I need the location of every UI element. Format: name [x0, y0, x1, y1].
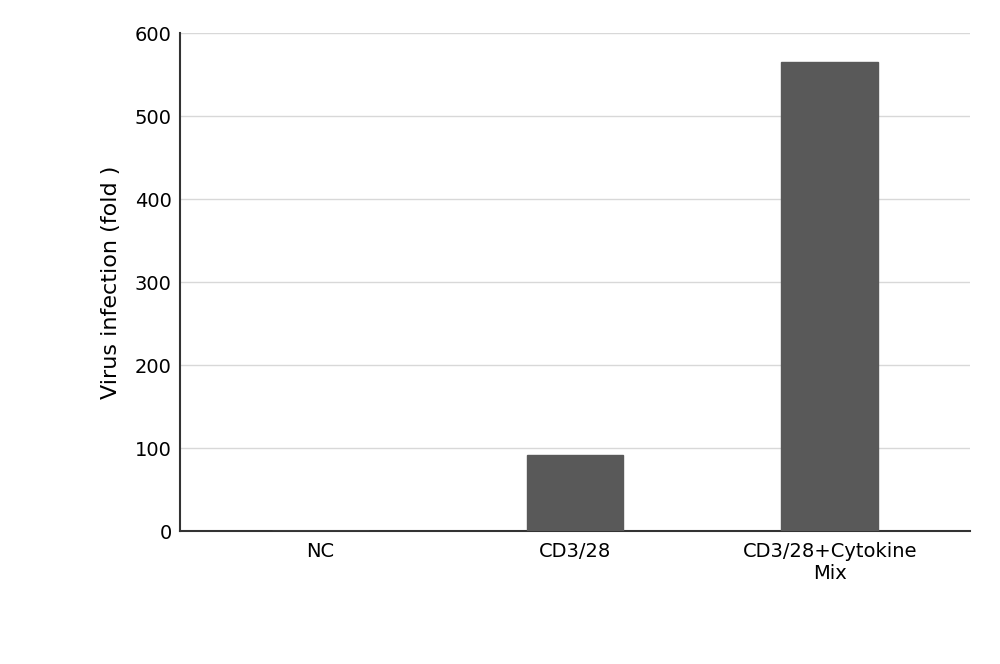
Y-axis label: Virus infection (fold ): Virus infection (fold ): [101, 165, 121, 399]
Bar: [527, 455, 623, 531]
Bar: [781, 62, 878, 531]
